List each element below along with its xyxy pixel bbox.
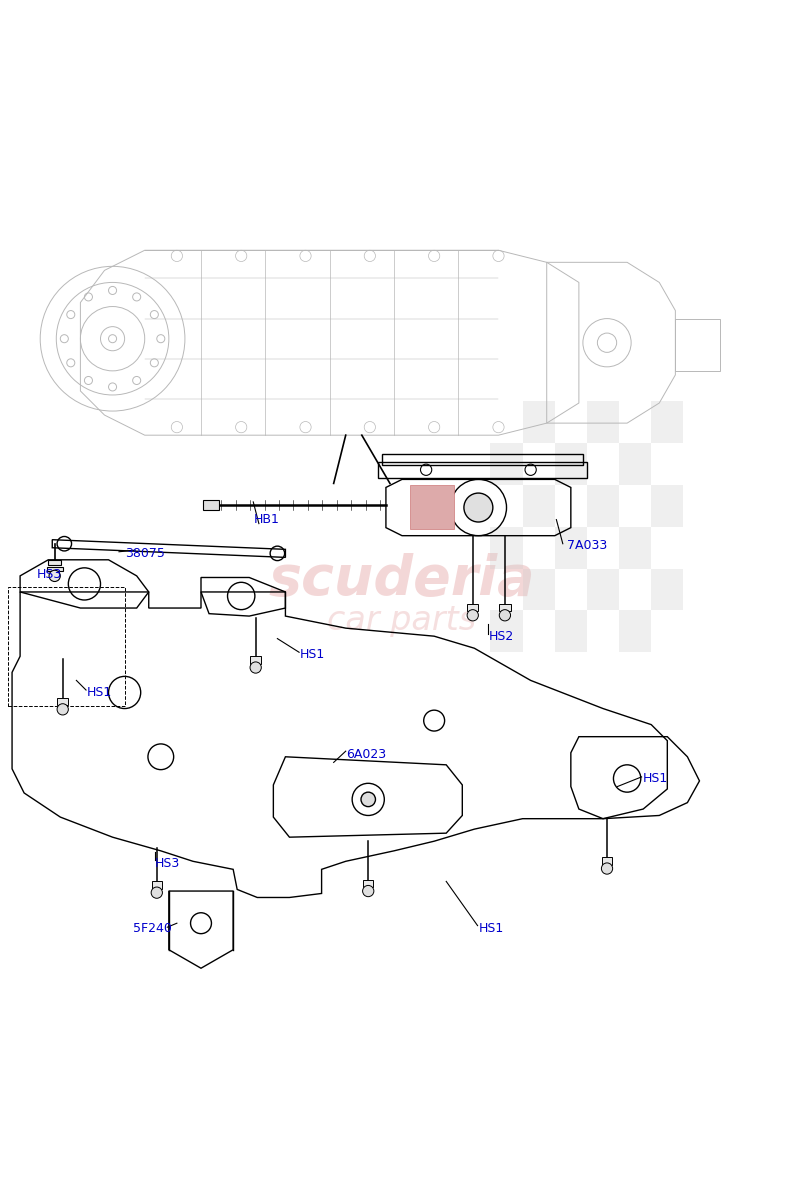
- Bar: [410, 485, 454, 529]
- Bar: [618, 527, 650, 569]
- Bar: [490, 443, 522, 485]
- Text: HS1: HS1: [87, 686, 112, 698]
- Bar: [650, 402, 683, 443]
- Text: 6A023: 6A023: [345, 748, 385, 761]
- Text: HS1: HS1: [300, 648, 324, 661]
- Text: HS2: HS2: [488, 630, 513, 643]
- Bar: [586, 485, 618, 527]
- Bar: [618, 611, 650, 653]
- Circle shape: [499, 610, 510, 620]
- Bar: [522, 402, 554, 443]
- Text: HS1: HS1: [478, 922, 503, 935]
- Bar: [251, 656, 260, 664]
- Text: HS3: HS3: [37, 568, 62, 581]
- Bar: [618, 443, 650, 485]
- Text: HS1: HS1: [642, 772, 667, 785]
- Bar: [363, 880, 373, 887]
- Bar: [48, 559, 61, 565]
- Text: HB1: HB1: [253, 514, 279, 526]
- Text: 7A033: 7A033: [566, 539, 606, 552]
- Text: scuderia: scuderia: [268, 553, 535, 607]
- Circle shape: [250, 662, 261, 673]
- Text: HS3: HS3: [155, 857, 180, 870]
- Circle shape: [151, 887, 162, 899]
- Circle shape: [463, 493, 492, 522]
- Bar: [151, 881, 161, 889]
- Circle shape: [362, 886, 373, 896]
- Bar: [522, 569, 554, 611]
- Bar: [601, 857, 612, 864]
- Bar: [586, 402, 618, 443]
- Bar: [650, 569, 683, 611]
- Circle shape: [601, 863, 612, 874]
- Bar: [490, 611, 522, 653]
- Bar: [467, 604, 478, 611]
- Circle shape: [467, 610, 478, 620]
- Text: car parts: car parts: [327, 604, 476, 636]
- Text: 38075: 38075: [124, 547, 165, 560]
- Bar: [554, 611, 586, 653]
- Bar: [522, 485, 554, 527]
- Circle shape: [49, 570, 60, 582]
- Bar: [586, 569, 618, 611]
- Bar: [499, 604, 510, 611]
- Bar: [202, 500, 218, 510]
- Circle shape: [361, 792, 375, 806]
- Bar: [650, 485, 683, 527]
- Bar: [58, 698, 67, 706]
- Text: 5F240: 5F240: [132, 922, 171, 935]
- Bar: [47, 568, 63, 571]
- Bar: [490, 527, 522, 569]
- Circle shape: [57, 703, 68, 715]
- Bar: [675, 318, 719, 371]
- Bar: [8, 587, 124, 706]
- Bar: [554, 443, 586, 485]
- Bar: [554, 527, 586, 569]
